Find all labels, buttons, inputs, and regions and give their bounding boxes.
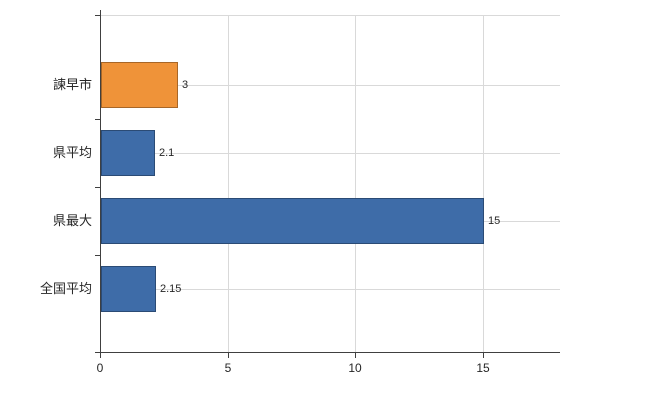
y-axis-tick	[95, 352, 100, 353]
bar-1	[101, 62, 178, 108]
horizontal-gridline	[100, 153, 560, 154]
y-axis	[100, 10, 101, 353]
bar-4	[101, 266, 156, 312]
bar-value-label: 2.1	[159, 147, 175, 159]
bar-3	[101, 198, 484, 244]
y-axis-tick	[95, 255, 100, 256]
bar-value-label: 3	[182, 79, 189, 91]
x-axis-tick	[483, 352, 484, 358]
horizontal-gridline	[100, 289, 560, 290]
category-label: 県最大	[52, 213, 92, 228]
category-label: 全国平均	[39, 281, 92, 296]
x-axis	[100, 352, 560, 353]
y-axis-tick	[95, 15, 100, 16]
horizontal-gridline	[100, 85, 560, 86]
bar-value-label: 2.15	[160, 283, 182, 295]
vertical-gridline	[355, 15, 356, 352]
bar-value-label: 15	[488, 215, 501, 227]
x-axis-tick	[228, 352, 229, 358]
vertical-gridline	[483, 15, 484, 352]
x-axis-tick	[355, 352, 356, 358]
plot-top-border	[100, 15, 560, 16]
x-tick-label: 5	[224, 361, 232, 375]
category-label: 県平均	[52, 145, 92, 160]
bar-2	[101, 130, 155, 176]
category-label: 諫早市	[52, 77, 92, 92]
y-axis-tick	[95, 187, 100, 188]
x-tick-label: 10	[348, 361, 362, 375]
x-tick-label: 0	[96, 361, 104, 375]
vertical-gridline	[228, 15, 229, 352]
x-tick-label: 15	[476, 361, 490, 375]
y-axis-tick	[95, 119, 100, 120]
x-axis-tick	[100, 352, 101, 358]
